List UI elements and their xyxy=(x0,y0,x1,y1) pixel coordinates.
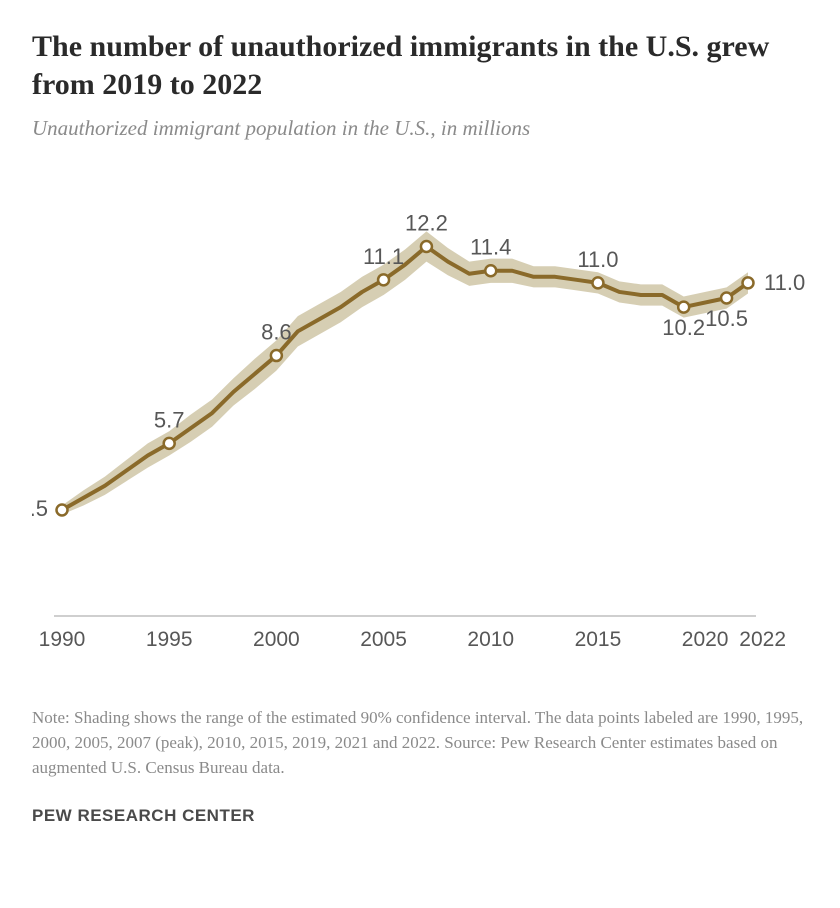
data-marker xyxy=(743,278,754,289)
data-label: 8.6 xyxy=(261,320,292,345)
data-label: 5.7 xyxy=(154,408,185,433)
chart-title: The number of unauthorized immigrants in… xyxy=(32,28,808,103)
chart-svg: 1990 1995 2000 2005 2010 2015 2020 2022 3.5 5.7 8.… xyxy=(32,162,808,672)
data-label: 10.5 xyxy=(705,306,748,331)
x-tick-label: 2005 xyxy=(360,628,407,651)
data-marker xyxy=(271,350,282,361)
x-tick-label: 2015 xyxy=(575,628,622,651)
data-marker xyxy=(421,241,432,252)
data-marker xyxy=(485,266,496,277)
data-marker xyxy=(378,275,389,286)
attribution: PEW RESEARCH CENTER xyxy=(32,806,808,826)
data-marker xyxy=(57,505,68,516)
data-label: 3.5 xyxy=(32,496,48,521)
data-marker xyxy=(678,302,689,313)
x-tick-label: 2022 xyxy=(739,628,786,651)
data-label: 11.0 xyxy=(577,247,618,272)
chart-subtitle: Unauthorized immigrant population in the… xyxy=(32,115,808,142)
line-chart: 1990 1995 2000 2005 2010 2015 2020 2022 3.5 5.7 8.… xyxy=(32,162,808,672)
chart-note: Note: Shading shows the range of the est… xyxy=(32,706,808,780)
x-tick-label: 2010 xyxy=(467,628,514,651)
data-label: 11.0 xyxy=(764,270,805,295)
data-label: 12.2 xyxy=(405,211,448,236)
x-tick-label: 2000 xyxy=(253,628,300,651)
data-marker xyxy=(721,293,732,304)
data-label: 11.4 xyxy=(470,235,511,260)
x-tick-label: 2020 xyxy=(682,628,729,651)
x-tick-label: 1995 xyxy=(146,628,193,651)
data-label: 11.1 xyxy=(363,244,404,269)
confidence-band xyxy=(62,232,748,515)
data-marker xyxy=(164,438,175,449)
data-marker xyxy=(592,278,603,289)
data-label: 10.2 xyxy=(662,315,705,340)
x-tick-label: 1990 xyxy=(39,628,86,651)
